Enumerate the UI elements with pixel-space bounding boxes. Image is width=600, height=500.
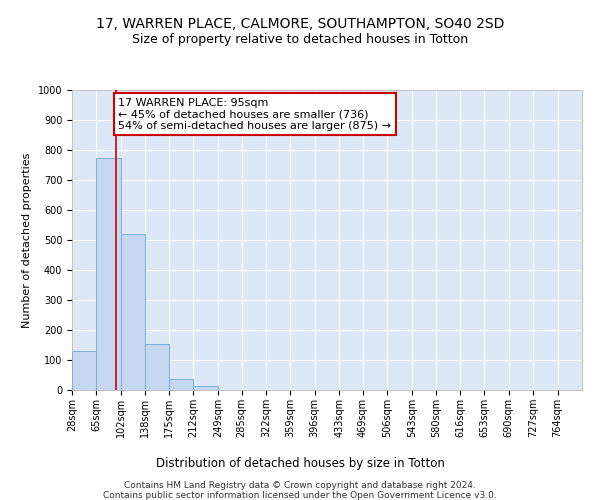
Y-axis label: Number of detached properties: Number of detached properties (22, 152, 32, 328)
Bar (97, 158, 121, 390)
Bar (145, 344, 169, 390)
Text: Distribution of detached houses by size in Totton: Distribution of detached houses by size … (155, 458, 445, 470)
Bar (121, 234, 145, 390)
Text: Contains public sector information licensed under the Open Government Licence v3: Contains public sector information licen… (103, 491, 497, 500)
Bar (72, 351, 97, 390)
Bar (169, 379, 193, 390)
Text: 17 WARREN PLACE: 95sqm
← 45% of detached houses are smaller (736)
54% of semi-de: 17 WARREN PLACE: 95sqm ← 45% of detached… (118, 98, 391, 130)
Bar (193, 386, 218, 390)
Text: 17, WARREN PLACE, CALMORE, SOUTHAMPTON, SO40 2SD: 17, WARREN PLACE, CALMORE, SOUTHAMPTON, … (96, 18, 504, 32)
Text: Contains HM Land Registry data © Crown copyright and database right 2024.: Contains HM Land Registry data © Crown c… (124, 481, 476, 490)
Text: Size of property relative to detached houses in Totton: Size of property relative to detached ho… (132, 32, 468, 46)
